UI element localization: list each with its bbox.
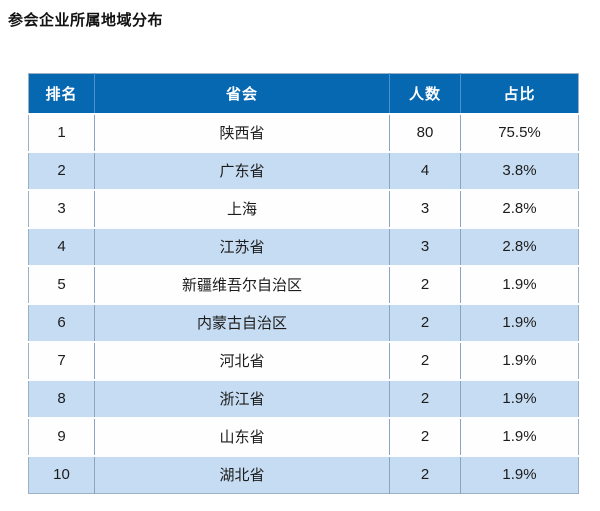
cell-rank: 8 (28, 378, 95, 418)
table-row: 9 山东省 2 1.9% (28, 416, 579, 456)
cell-rank: 5 (28, 264, 95, 304)
table-row: 4 江苏省 3 2.8% (28, 226, 579, 266)
cell-count: 2 (389, 378, 461, 418)
cell-province: 上海 (94, 188, 390, 228)
table-header: 排名 省会 人数 占比 (28, 73, 579, 115)
column-header-count: 人数 (389, 73, 461, 115)
page-title: 参会企业所属地域分布 (8, 12, 164, 29)
cell-share: 2.8% (460, 188, 579, 228)
cell-count: 2 (389, 302, 461, 342)
cell-count: 4 (389, 150, 461, 190)
cell-share: 1.9% (460, 454, 579, 494)
cell-share: 1.9% (460, 302, 579, 342)
cell-province: 湖北省 (94, 454, 390, 494)
table-row: 3 上海 3 2.8% (28, 188, 579, 228)
cell-province: 广东省 (94, 150, 390, 190)
region-distribution-table: 排名 省会 人数 占比 1 陕西省 80 75.5% 2 广东省 4 3.8% 3 上海 3 2.8% 4 江苏… (28, 73, 579, 494)
table-row: 8 浙江省 2 1.9% (28, 378, 579, 418)
cell-rank: 10 (28, 454, 95, 494)
cell-count: 3 (389, 188, 461, 228)
cell-count: 3 (389, 226, 461, 266)
cell-rank: 9 (28, 416, 95, 456)
cell-province: 山东省 (94, 416, 390, 456)
table-row: 6 内蒙古自治区 2 1.9% (28, 302, 579, 342)
table-row: 7 河北省 2 1.9% (28, 340, 579, 380)
table-row: 10 湖北省 2 1.9% (28, 454, 579, 494)
column-header-share: 占比 (460, 73, 579, 115)
cell-province: 陕西省 (94, 112, 390, 152)
cell-province: 新疆维吾尔自治区 (94, 264, 390, 304)
cell-rank: 1 (28, 112, 95, 152)
table-row: 1 陕西省 80 75.5% (28, 112, 579, 152)
cell-share: 3.8% (460, 150, 579, 190)
table-header-row: 排名 省会 人数 占比 (28, 73, 579, 115)
cell-count: 80 (389, 112, 461, 152)
cell-province: 江苏省 (94, 226, 390, 266)
cell-share: 1.9% (460, 264, 579, 304)
cell-share: 1.9% (460, 378, 579, 418)
column-header-province: 省会 (94, 73, 390, 115)
cell-rank: 7 (28, 340, 95, 380)
cell-count: 2 (389, 264, 461, 304)
cell-rank: 3 (28, 188, 95, 228)
cell-count: 2 (389, 340, 461, 380)
cell-province: 内蒙古自治区 (94, 302, 390, 342)
cell-province: 浙江省 (94, 378, 390, 418)
cell-share: 2.8% (460, 226, 579, 266)
cell-share: 1.9% (460, 416, 579, 456)
table-row: 2 广东省 4 3.8% (28, 150, 579, 190)
cell-rank: 2 (28, 150, 95, 190)
cell-province: 河北省 (94, 340, 390, 380)
column-header-rank: 排名 (28, 73, 95, 115)
cell-rank: 4 (28, 226, 95, 266)
cell-count: 2 (389, 454, 461, 494)
cell-share: 1.9% (460, 340, 579, 380)
cell-count: 2 (389, 416, 461, 456)
table-body: 1 陕西省 80 75.5% 2 广东省 4 3.8% 3 上海 3 2.8% 4 江苏省 3 2.8% 5 新疆… (28, 112, 579, 494)
cell-share: 75.5% (460, 112, 579, 152)
cell-rank: 6 (28, 302, 95, 342)
table-row: 5 新疆维吾尔自治区 2 1.9% (28, 264, 579, 304)
